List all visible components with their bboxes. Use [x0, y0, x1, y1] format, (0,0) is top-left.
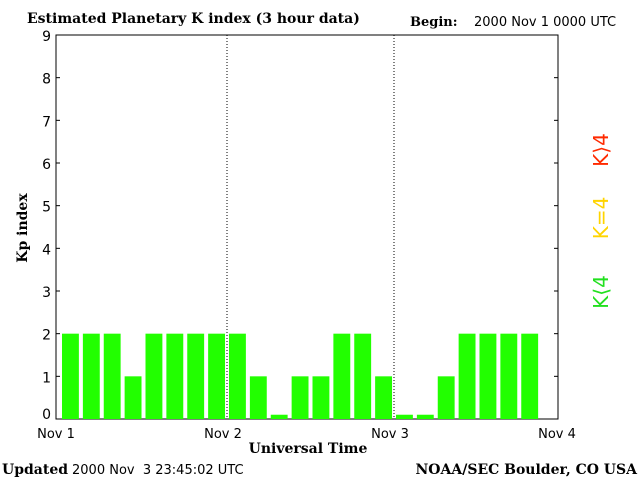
y-tick-label: 4: [42, 242, 51, 258]
x-axis-ticks: Nov 1 Nov 2 Nov 3 Nov 4: [37, 427, 576, 442]
kp-bar: [396, 414, 413, 419]
kp-bar: [124, 376, 142, 419]
kp-bar: [416, 414, 434, 419]
kp-bar: [291, 376, 309, 419]
x-tick-label: Nov 3: [371, 427, 409, 442]
legend-k-less-4: K⟨4: [589, 275, 613, 309]
kp-bars: [62, 333, 539, 419]
kp-bar: [82, 333, 100, 419]
kp-bar: [375, 376, 393, 419]
begin-label: Begin:: [410, 15, 458, 30]
y-tick-label: 1: [42, 370, 51, 386]
begin-value: 2000 Nov 1 0000 UTC: [474, 15, 616, 30]
kp-bar: [62, 333, 79, 419]
x-tick-label: Nov 2: [204, 427, 242, 442]
kp-bar: [354, 333, 372, 419]
kp-bar: [229, 333, 246, 419]
kp-bar: [458, 333, 476, 419]
source-credit: NOAA/SEC Boulder, CO USA: [416, 462, 639, 478]
kp-bar: [479, 333, 497, 419]
kp-bar: [437, 376, 455, 419]
y-axis-label: Kp index: [15, 193, 31, 263]
updated-value: 2000 Nov 3 23:45:02 UTC: [72, 463, 244, 478]
y-tick-label: 9: [42, 29, 51, 45]
kp-bar: [249, 376, 267, 419]
x-tick-label: Nov 1: [37, 427, 75, 442]
y-tick-label: 0: [42, 407, 51, 423]
kp-bar: [312, 376, 330, 419]
kp-bar: [333, 333, 351, 419]
chart-title: Estimated Planetary K index (3 hour data…: [27, 11, 360, 27]
updated-label: Updated: [2, 462, 68, 478]
kp-bar: [145, 333, 163, 419]
kp-bar: [521, 333, 539, 419]
day-separators: [226, 35, 395, 419]
y-tick-label: 6: [42, 157, 51, 173]
y-tick-label: 2: [42, 328, 51, 344]
kp-bar: [500, 333, 518, 419]
legend-k-equal-4: K=4: [589, 197, 613, 240]
kp-bar: [187, 333, 205, 419]
kp-bar: [166, 333, 184, 419]
y-tick-label: 3: [42, 285, 51, 301]
y-axis-ticks: 0 1 2 3 4 5 6 7 8 9: [42, 29, 558, 423]
kp-bar: [103, 333, 121, 419]
x-axis-label: Universal Time: [249, 441, 368, 457]
kp-bar: [208, 333, 226, 419]
y-tick-label: 8: [42, 72, 51, 88]
y-tick-label: 5: [42, 200, 51, 216]
x-tick-label: Nov 4: [538, 427, 576, 442]
kp-bar: [270, 414, 288, 419]
y-tick-label: 7: [42, 114, 51, 130]
legend-k-greater-4: K⟩4: [589, 133, 613, 167]
